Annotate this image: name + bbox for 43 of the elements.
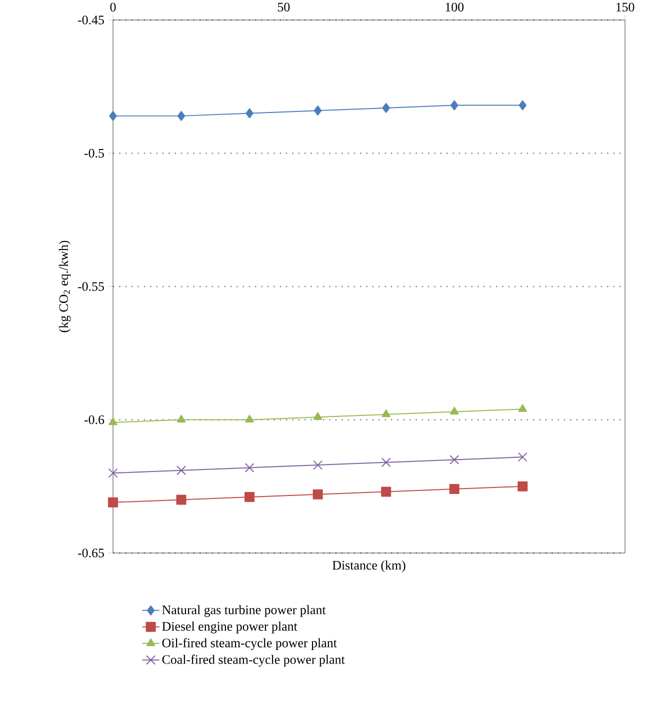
point xyxy=(518,404,527,412)
point xyxy=(450,454,460,464)
point xyxy=(108,497,118,508)
point xyxy=(450,100,458,110)
point xyxy=(246,108,254,118)
point xyxy=(518,481,528,492)
point xyxy=(518,100,526,110)
point xyxy=(245,414,254,422)
y-tick-label: -0.65 xyxy=(78,548,104,558)
x-axis-title: Distance (km) xyxy=(332,560,406,572)
point xyxy=(177,110,186,121)
x-tick-label: 100 xyxy=(446,2,464,12)
point xyxy=(244,462,254,472)
y-tick-label: -0.5 xyxy=(84,148,104,158)
legend-label: Oil-fired steam-cycle power plant xyxy=(162,638,337,650)
point xyxy=(381,458,391,468)
legend-label: Coal-fired steam-cycle power plant xyxy=(162,654,345,667)
point xyxy=(314,106,322,116)
y-axis-title: (kg CO$_{2}$ eq./kwh) xyxy=(58,240,71,332)
point xyxy=(381,486,392,497)
point xyxy=(382,409,390,418)
point xyxy=(176,414,186,422)
point xyxy=(313,460,323,470)
point xyxy=(313,412,322,420)
point xyxy=(312,489,323,500)
x-tick-label: 50 xyxy=(278,2,290,12)
x-tick-label: 150 xyxy=(616,2,634,12)
point xyxy=(176,494,186,505)
point xyxy=(108,468,118,478)
point xyxy=(518,452,528,462)
y-tick-label: -0.45 xyxy=(78,16,104,24)
y-tick-label: -0.55 xyxy=(78,282,104,291)
legend-label: Natural gas turbine power plant xyxy=(162,605,326,617)
point xyxy=(382,102,390,113)
point xyxy=(449,484,460,494)
point xyxy=(450,406,459,415)
point xyxy=(176,466,186,476)
point xyxy=(109,110,117,121)
x-tick-label: 0 xyxy=(110,2,116,12)
point xyxy=(108,417,118,426)
point xyxy=(244,492,255,502)
legend-label: Diesel engine power plant xyxy=(162,622,298,634)
y-tick-label: -0.6 xyxy=(84,415,104,424)
